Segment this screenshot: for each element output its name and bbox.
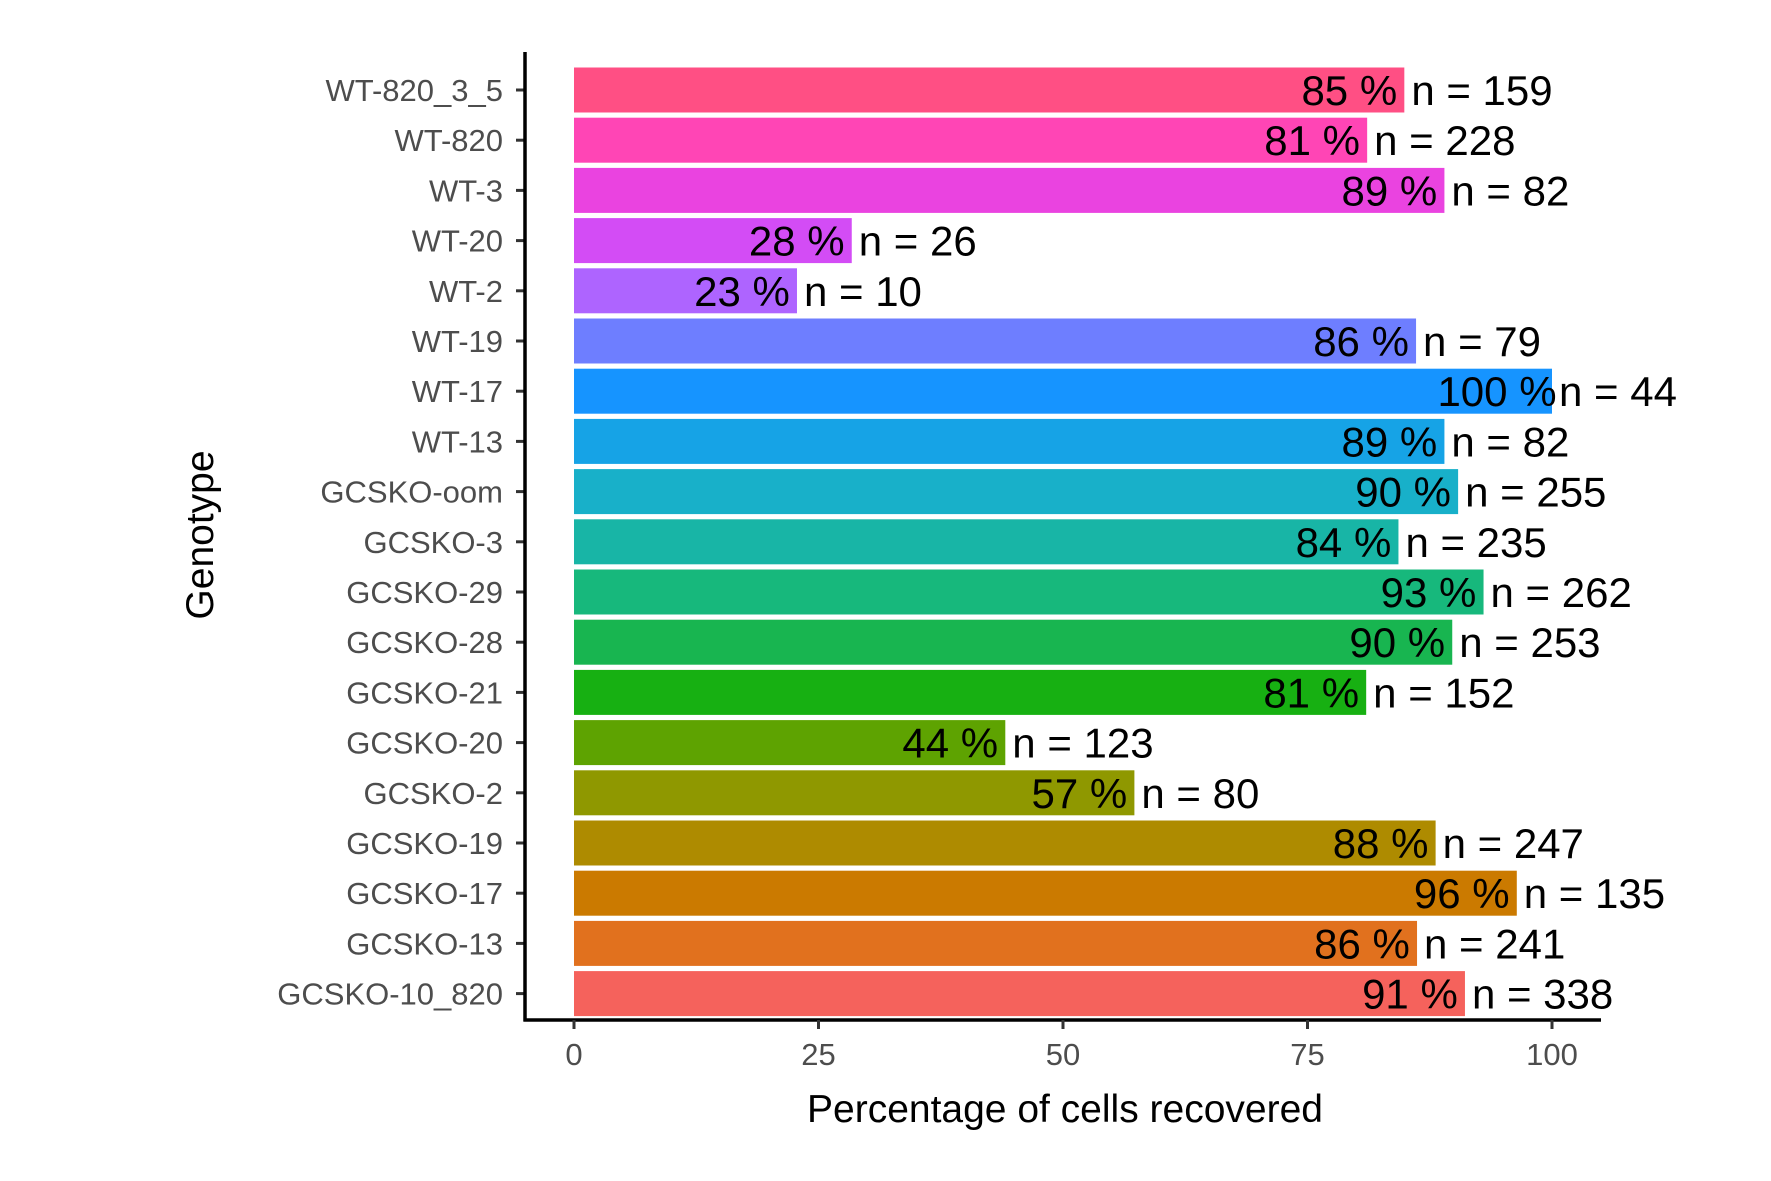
bar <box>574 469 1459 515</box>
bar <box>574 117 1368 163</box>
x-tick-label: 25 <box>801 1037 835 1072</box>
bar <box>574 720 1006 766</box>
y-tick-label: GCSKO-21 <box>346 675 503 710</box>
bar-count-label: n = 228 <box>1374 117 1515 164</box>
x-axis: 0 25 50 75 100 <box>523 1018 1601 1072</box>
y-tick-label: WT-3 <box>429 173 503 208</box>
y-axis: WT-820_3_5 WT-820 WT-3 WT-20 WT-2 WT-19 WT-17 W… <box>277 52 527 1022</box>
y-tick-label: WT-19 <box>412 324 503 359</box>
bar-count-label: n = 80 <box>1141 770 1259 817</box>
y-tick-label: GCSKO-19 <box>346 826 503 861</box>
bar-value-label: 57 % <box>1032 770 1128 817</box>
bar-count-label: n = 82 <box>1451 418 1569 465</box>
y-tick-label: GCSKO-13 <box>346 926 503 961</box>
bar <box>574 268 797 314</box>
bar-value-label: 81 % <box>1264 117 1360 164</box>
bar <box>574 870 1517 916</box>
bar-count-label: n = 235 <box>1405 519 1546 566</box>
bar <box>574 167 1445 213</box>
bar-value-label: 91 % <box>1362 971 1458 1018</box>
bar-count-label: n = 338 <box>1472 971 1613 1018</box>
x-tick-label: 0 <box>565 1037 582 1072</box>
bar <box>574 619 1453 665</box>
x-tick-label: 75 <box>1290 1037 1324 1072</box>
bar-count-label: n = 82 <box>1451 167 1569 214</box>
bar-value-label: 44 % <box>902 720 998 767</box>
bar-value-label: 88 % <box>1333 820 1429 867</box>
bar-count-label: n = 253 <box>1459 619 1600 666</box>
bar-count-label: n = 79 <box>1423 318 1541 365</box>
bar-count-label: n = 123 <box>1012 720 1153 767</box>
bar <box>574 519 1399 565</box>
bar <box>574 67 1405 113</box>
y-tick-label: GCSKO-10_820 <box>277 977 503 1012</box>
bar-value-label: 100 % <box>1437 368 1556 415</box>
bar-value-label: 93 % <box>1381 569 1477 616</box>
bar-labels-group: 85 %81 %89 %28 %23 %86 %100 %89 %90 %84 … <box>694 67 1556 1018</box>
y-tick-label: WT-13 <box>412 424 503 459</box>
bar-value-label: 86 % <box>1313 318 1409 365</box>
bar-count-label: n = 241 <box>1424 920 1565 967</box>
y-tick-label: GCSKO-28 <box>346 625 503 660</box>
bar-value-label: 90 % <box>1349 619 1445 666</box>
bar-count-label: n = 44 <box>1559 368 1677 415</box>
y-tick-label: GCSKO-3 <box>363 525 503 560</box>
bar-value-label: 85 % <box>1301 67 1397 114</box>
bar <box>574 368 1552 414</box>
bar-count-label: n = 10 <box>804 268 922 315</box>
y-tick-label: WT-17 <box>412 374 503 409</box>
bar-value-label: 28 % <box>749 218 845 265</box>
bar-count-label: n = 255 <box>1465 469 1606 516</box>
bar-value-label: 23 % <box>694 268 790 315</box>
bar <box>574 569 1484 615</box>
y-tick-label: WT-820_3_5 <box>326 73 504 108</box>
bar-count-label: n = 159 <box>1411 67 1552 114</box>
y-axis-title: Genotype <box>179 450 222 619</box>
bars-group <box>574 67 1552 1017</box>
y-tick-label: GCSKO-2 <box>363 776 503 811</box>
bar <box>574 218 852 264</box>
x-tick-label: 50 <box>1046 1037 1080 1072</box>
bar <box>574 820 1436 866</box>
bar-count-label: n = 247 <box>1443 820 1584 867</box>
bar <box>574 770 1135 816</box>
bar-value-label: 89 % <box>1342 167 1438 214</box>
y-tick-label: WT-20 <box>412 224 503 259</box>
x-axis-title: Percentage of cells recovered <box>807 1088 1323 1131</box>
bar <box>574 418 1445 464</box>
y-tick-label: GCSKO-oom <box>320 475 503 510</box>
bar-value-label: 86 % <box>1314 920 1410 967</box>
bar <box>574 318 1417 364</box>
y-tick-label: WT-2 <box>429 274 503 309</box>
bar-value-label: 96 % <box>1414 870 1510 917</box>
bar-count-label: n = 26 <box>859 218 977 265</box>
bar-value-label: 81 % <box>1263 669 1359 716</box>
x-tick-label: 100 <box>1526 1037 1578 1072</box>
bar-value-label: 89 % <box>1342 418 1438 465</box>
bar-count-label: n = 135 <box>1524 870 1665 917</box>
bar <box>574 920 1418 966</box>
bar <box>574 669 1367 715</box>
bar-count-label: n = 262 <box>1491 569 1632 616</box>
bar-count-label: n = 152 <box>1373 669 1514 716</box>
bar-value-label: 84 % <box>1296 519 1392 566</box>
bar-value-label: 90 % <box>1355 469 1451 516</box>
y-tick-label: GCSKO-17 <box>346 876 503 911</box>
y-tick-label: GCSKO-20 <box>346 726 503 761</box>
y-tick-label: WT-820 <box>394 123 503 158</box>
y-tick-label: GCSKO-29 <box>346 575 503 610</box>
bar <box>574 971 1465 1017</box>
